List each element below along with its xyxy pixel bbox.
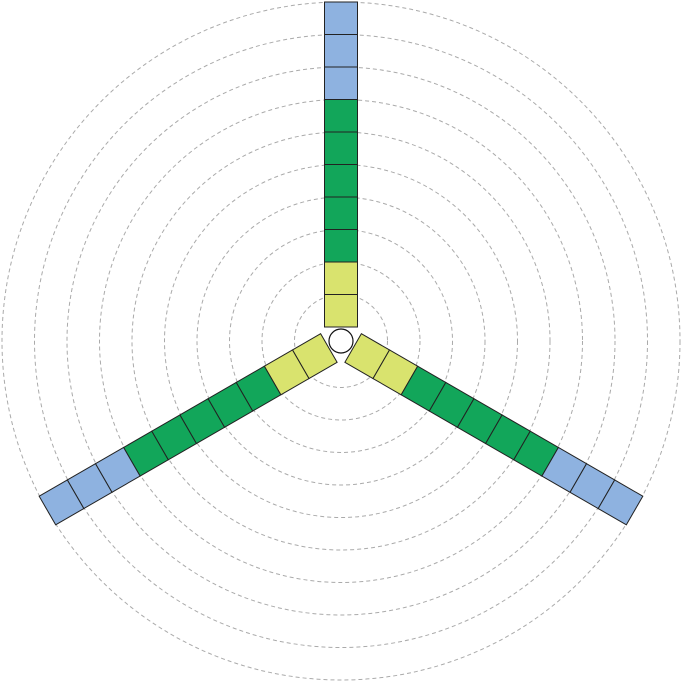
cell bbox=[324, 294, 358, 328]
arms bbox=[38, 1, 644, 526]
ring bbox=[196, 196, 486, 486]
ring bbox=[229, 229, 453, 453]
cell bbox=[38, 479, 85, 526]
cell bbox=[324, 34, 358, 68]
arm bbox=[38, 333, 338, 526]
hub bbox=[328, 328, 354, 354]
arm bbox=[324, 1, 358, 328]
ring bbox=[164, 164, 518, 518]
cell bbox=[324, 196, 358, 230]
cell bbox=[324, 1, 358, 35]
arm bbox=[344, 333, 644, 526]
ring bbox=[131, 131, 551, 551]
cell bbox=[324, 99, 358, 133]
cell bbox=[324, 229, 358, 263]
cell bbox=[597, 479, 644, 526]
cell bbox=[324, 261, 358, 295]
cell bbox=[324, 131, 358, 165]
cell bbox=[324, 164, 358, 198]
cell bbox=[324, 66, 358, 100]
